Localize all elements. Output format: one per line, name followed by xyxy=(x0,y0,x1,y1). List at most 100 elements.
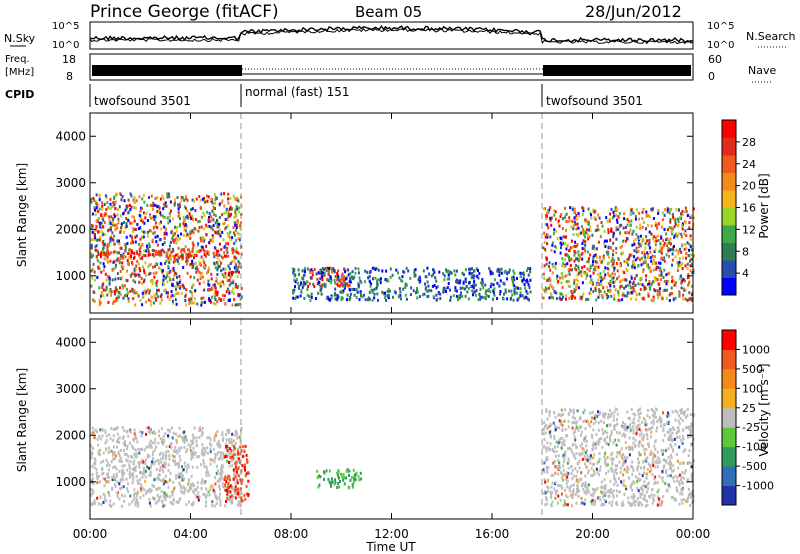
power-cell xyxy=(235,226,238,229)
velocity-cell xyxy=(613,428,616,431)
velocity-cell xyxy=(337,482,340,485)
power-cell xyxy=(121,195,124,199)
power-cell xyxy=(126,279,129,283)
power-cell xyxy=(651,254,654,258)
power-cell xyxy=(152,301,155,305)
power-cell xyxy=(562,217,565,221)
power-cell xyxy=(426,266,429,270)
power-cell xyxy=(100,224,103,228)
power-cell xyxy=(598,293,601,297)
power-cell xyxy=(138,267,141,270)
power-cell xyxy=(160,249,163,253)
velocity-cell xyxy=(559,422,562,425)
velocity-cell xyxy=(147,430,150,433)
power-cell xyxy=(116,272,119,276)
velocity-cell xyxy=(232,456,235,460)
velocity-cell xyxy=(642,444,645,448)
power-cell xyxy=(101,251,104,254)
power-cell xyxy=(468,281,471,285)
power-cell xyxy=(126,269,128,273)
power-cell xyxy=(123,230,126,234)
power-cell xyxy=(109,237,112,241)
power-cell xyxy=(633,249,636,253)
velocity-cell xyxy=(171,454,174,458)
velocity-cell xyxy=(113,476,116,480)
velocity-cell xyxy=(236,503,239,507)
power-cell xyxy=(685,251,688,255)
velocity-cell xyxy=(146,453,149,457)
power-cell xyxy=(425,285,428,289)
velocity-cell xyxy=(101,428,104,432)
power-cell xyxy=(172,238,175,242)
velocity-cell xyxy=(554,489,557,493)
power-cell xyxy=(153,293,156,297)
power-cell xyxy=(90,238,93,242)
power-cell xyxy=(160,298,163,302)
velocity-cell xyxy=(138,478,141,482)
velocity-cell xyxy=(572,453,575,456)
velocity-cell xyxy=(567,447,569,451)
power-cell xyxy=(560,297,563,301)
velocity-cell xyxy=(581,457,584,461)
velocity-cell xyxy=(148,466,151,470)
power-cell xyxy=(208,215,210,219)
power-cell xyxy=(102,294,105,297)
power-cell xyxy=(237,293,240,297)
velocity-cell xyxy=(200,433,203,437)
power-cell xyxy=(208,283,211,287)
power-cell xyxy=(143,230,146,234)
velocity-cell xyxy=(604,438,606,442)
power-cell xyxy=(239,227,242,231)
velocity-cell xyxy=(179,497,182,501)
power-cell xyxy=(156,279,159,283)
velocity-cell xyxy=(647,481,650,485)
power-cell xyxy=(317,271,320,275)
velocity-cell xyxy=(201,426,204,430)
power-cell xyxy=(210,277,213,281)
power-cell xyxy=(594,288,597,292)
velocity-cell xyxy=(218,472,221,476)
velocity-cell xyxy=(597,421,600,425)
power-cell xyxy=(112,201,115,205)
velocity-cell xyxy=(656,495,659,499)
velocity-cell xyxy=(652,455,655,459)
power-cell xyxy=(413,271,416,275)
velocity-cell xyxy=(231,464,234,468)
power-cell xyxy=(669,237,672,241)
velocity-cell xyxy=(134,436,136,440)
power-cell xyxy=(659,242,662,246)
power-cell xyxy=(684,229,687,233)
power-cell xyxy=(166,295,169,299)
velocity-cell xyxy=(555,440,558,444)
power-cell xyxy=(142,265,144,269)
velocity-cell xyxy=(214,493,217,497)
velocity-cell xyxy=(629,485,632,489)
velocity-cell xyxy=(685,416,687,420)
power-cell xyxy=(510,296,512,300)
velocity-cell xyxy=(613,482,616,486)
power-cell xyxy=(110,251,113,255)
power-cell xyxy=(573,207,576,211)
power-cell xyxy=(195,270,198,274)
velocity-cell xyxy=(226,447,228,451)
velocity-cell xyxy=(572,408,575,412)
velocity-cell xyxy=(211,458,214,462)
power-cell xyxy=(95,202,98,206)
velocity-cell xyxy=(218,457,221,461)
colorbar-segment xyxy=(722,190,736,208)
power-cell xyxy=(212,235,215,239)
power-cell xyxy=(187,298,190,302)
power-cell xyxy=(198,270,201,274)
velocity-cell xyxy=(631,460,634,464)
power-cell xyxy=(336,294,339,298)
velocity-cell xyxy=(543,421,546,425)
power-cell xyxy=(641,251,643,255)
velocity-cell xyxy=(598,440,601,444)
power-cell xyxy=(223,251,226,255)
power-cell xyxy=(183,250,186,254)
velocity-cell xyxy=(594,499,597,503)
velocity-cell xyxy=(591,456,594,460)
velocity-cell xyxy=(672,495,674,499)
power-cell xyxy=(684,297,687,301)
